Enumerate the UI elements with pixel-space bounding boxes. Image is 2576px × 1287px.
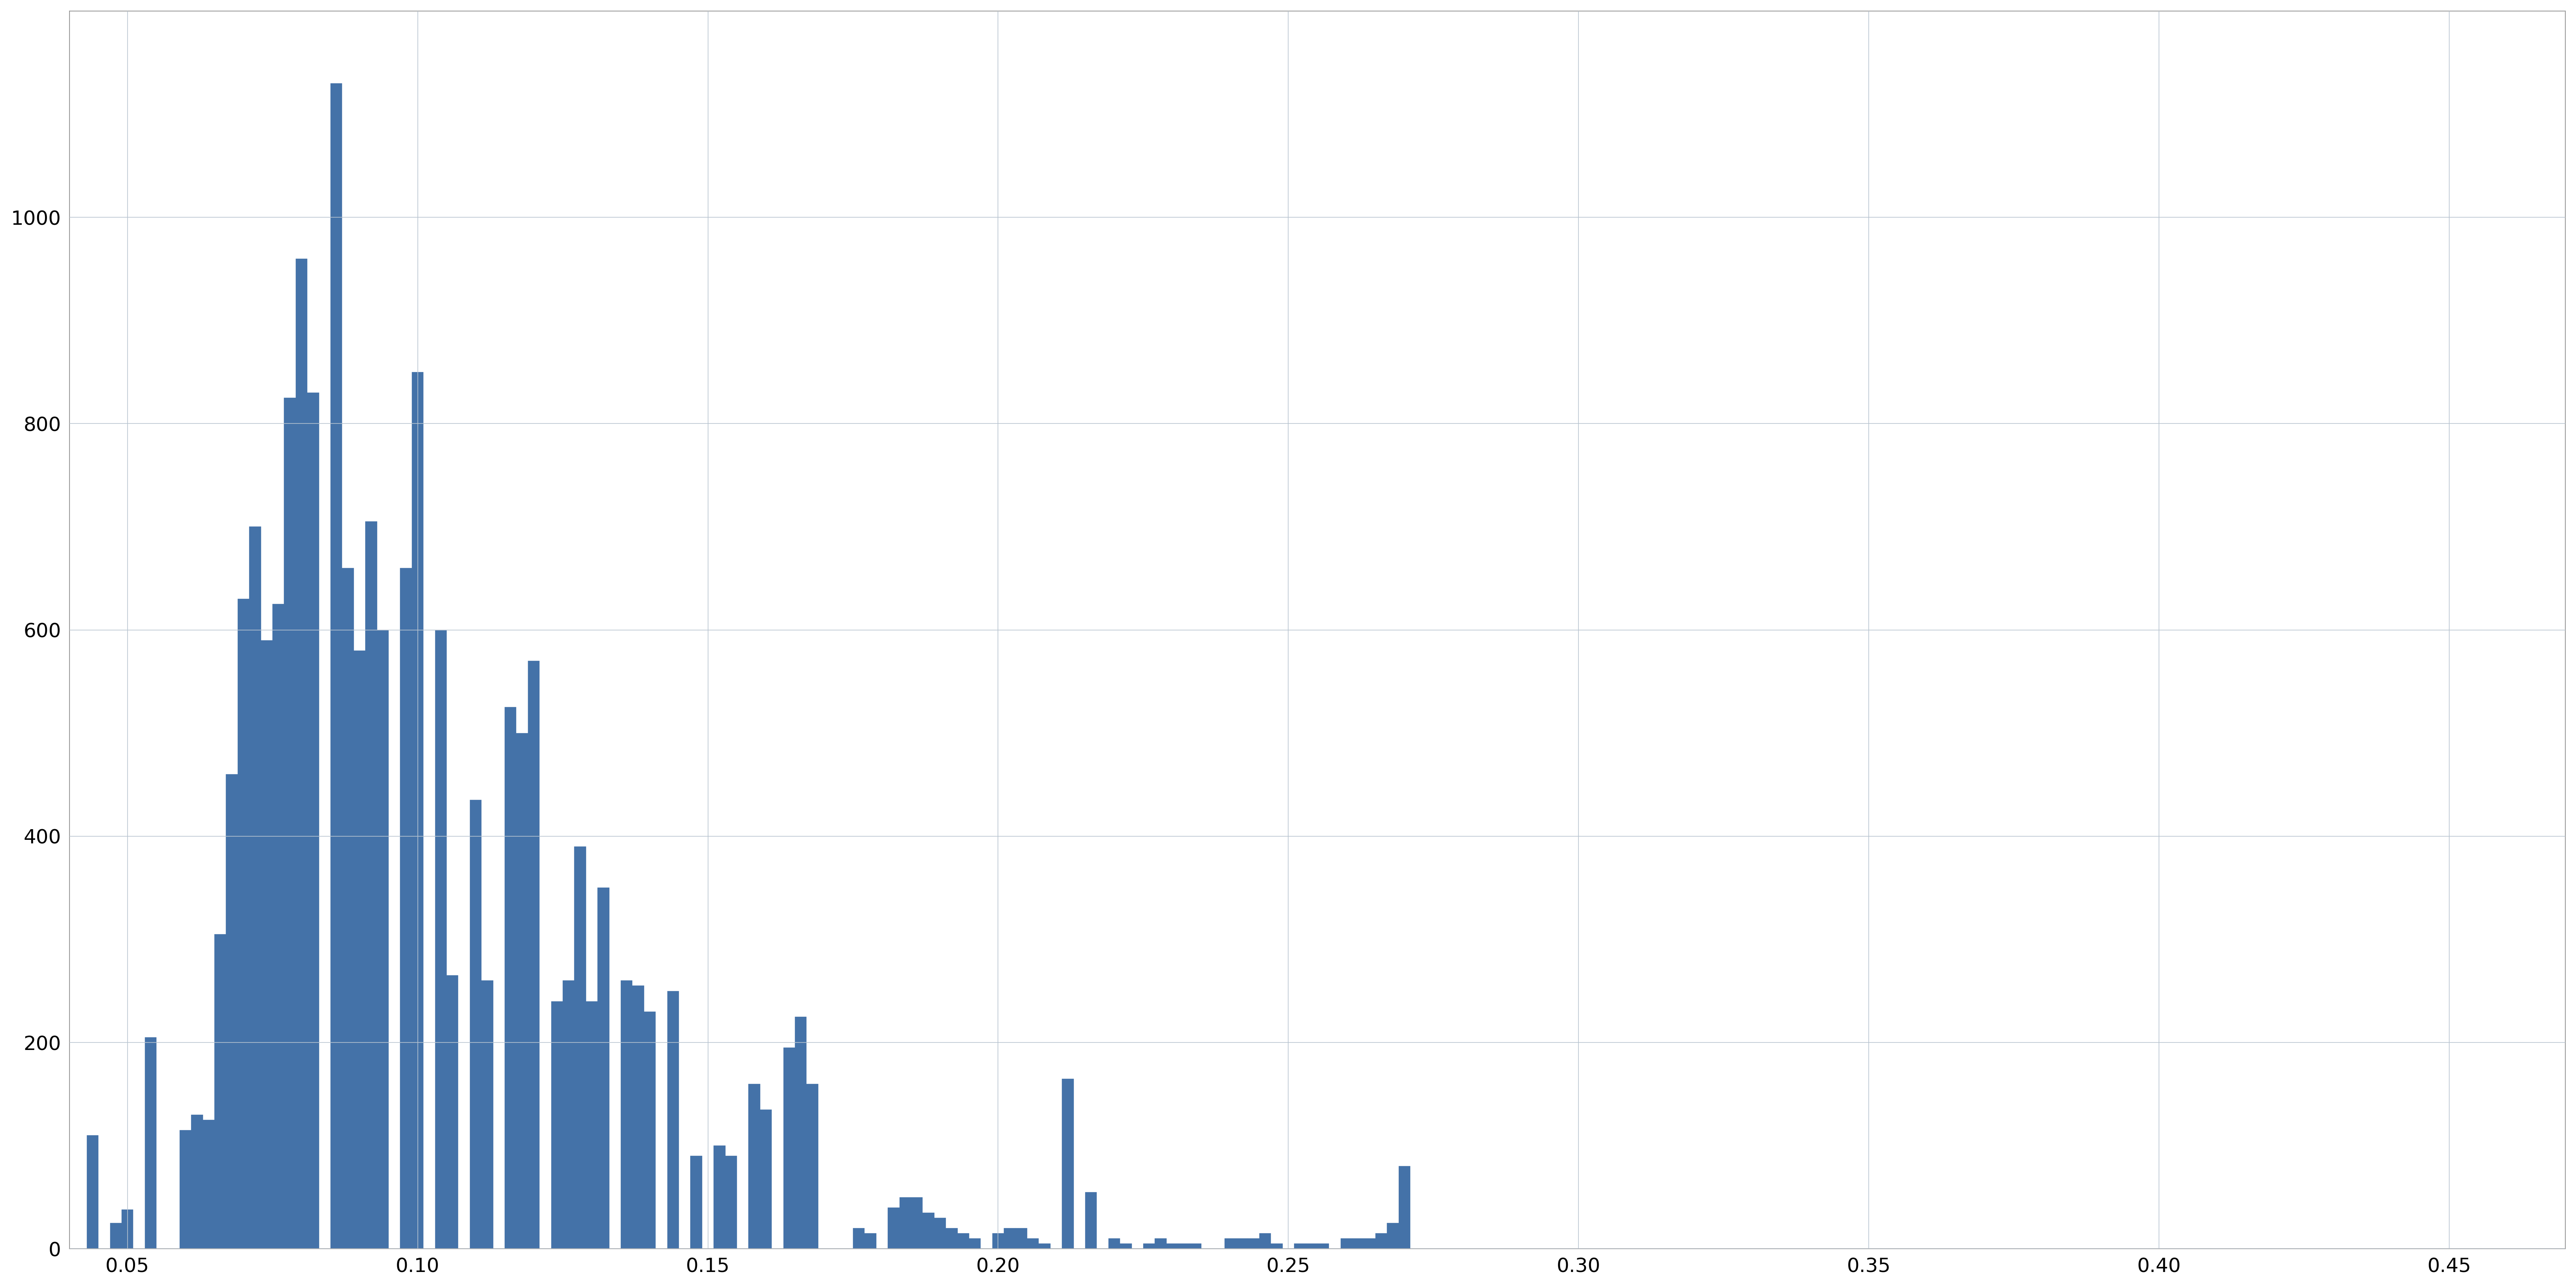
Bar [551, 1001, 562, 1248]
Bar [343, 568, 353, 1248]
Bar [1084, 1192, 1097, 1248]
Bar [621, 981, 631, 1248]
Bar [1399, 1166, 1409, 1248]
Bar [1177, 1243, 1190, 1248]
Bar [273, 604, 283, 1248]
Bar [237, 598, 250, 1248]
Bar [528, 660, 538, 1248]
Bar [750, 1084, 760, 1248]
Bar [88, 1135, 98, 1248]
Bar [667, 991, 677, 1248]
Bar [585, 1001, 598, 1248]
Bar [796, 1017, 806, 1248]
Bar [935, 1218, 945, 1248]
Bar [1363, 1238, 1376, 1248]
Bar [296, 259, 307, 1248]
Bar [574, 847, 585, 1248]
Bar [399, 568, 412, 1248]
Bar [922, 1212, 935, 1248]
Bar [121, 1210, 134, 1248]
Bar [1190, 1243, 1200, 1248]
Bar [631, 986, 644, 1248]
Bar [958, 1233, 969, 1248]
Bar [644, 1012, 654, 1248]
Bar [598, 888, 608, 1248]
Bar [1247, 1238, 1260, 1248]
Bar [889, 1207, 899, 1248]
Bar [1316, 1243, 1329, 1248]
Bar [912, 1197, 922, 1248]
Bar [180, 1130, 191, 1248]
Bar [353, 650, 366, 1248]
Bar [1376, 1233, 1386, 1248]
Bar [412, 372, 422, 1248]
Bar [690, 1156, 703, 1248]
Bar [783, 1048, 796, 1248]
Bar [376, 629, 389, 1248]
Bar [714, 1145, 726, 1248]
Bar [1167, 1243, 1177, 1248]
Bar [562, 981, 574, 1248]
Bar [191, 1115, 204, 1248]
Bar [204, 1120, 214, 1248]
Bar [760, 1109, 773, 1248]
Bar [505, 708, 515, 1248]
Bar [969, 1238, 981, 1248]
Bar [1352, 1238, 1363, 1248]
Bar [435, 629, 446, 1248]
Bar [1270, 1243, 1283, 1248]
Bar [853, 1228, 866, 1248]
Bar [214, 934, 227, 1248]
Bar [899, 1197, 912, 1248]
Bar [515, 734, 528, 1248]
Bar [1386, 1223, 1399, 1248]
Bar [1260, 1233, 1270, 1248]
Bar [1028, 1238, 1038, 1248]
Bar [330, 84, 343, 1248]
Bar [307, 393, 319, 1248]
Bar [866, 1233, 876, 1248]
Bar [726, 1156, 737, 1248]
Bar [1236, 1238, 1247, 1248]
Bar [144, 1037, 157, 1248]
Bar [1121, 1243, 1131, 1248]
Bar [1038, 1243, 1051, 1248]
Bar [1061, 1079, 1074, 1248]
Bar [806, 1084, 819, 1248]
Bar [227, 775, 237, 1248]
Bar [992, 1233, 1005, 1248]
Bar [446, 976, 459, 1248]
Bar [260, 640, 273, 1248]
Bar [1306, 1243, 1316, 1248]
Bar [1144, 1243, 1154, 1248]
Bar [1340, 1238, 1352, 1248]
Bar [469, 801, 482, 1248]
Bar [1005, 1228, 1015, 1248]
Bar [1224, 1238, 1236, 1248]
Bar [1293, 1243, 1306, 1248]
Bar [945, 1228, 958, 1248]
Bar [1015, 1228, 1028, 1248]
Bar [283, 398, 296, 1248]
Bar [366, 521, 376, 1248]
Bar [111, 1223, 121, 1248]
Bar [250, 526, 260, 1248]
Bar [482, 981, 492, 1248]
Bar [1154, 1238, 1167, 1248]
Bar [1108, 1238, 1121, 1248]
